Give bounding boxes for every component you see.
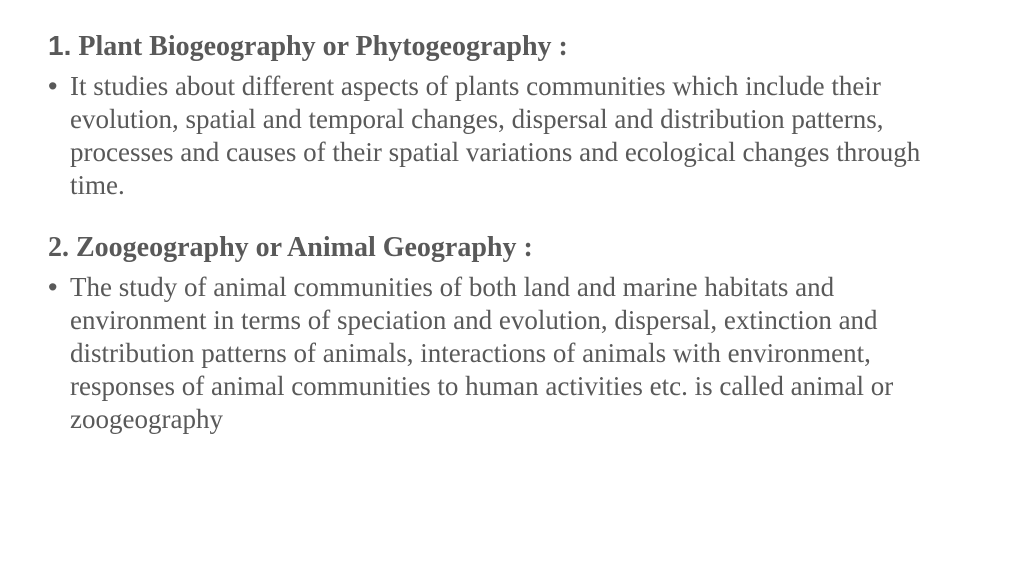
section-1-bullet: • It studies about different aspects of … (48, 70, 976, 202)
section-1-title: Plant Biogeography or Phytogeography : (71, 31, 567, 62)
bullet-icon: • (48, 70, 70, 202)
section-1-heading: 1. Plant Biogeography or Phytogeography … (48, 28, 976, 64)
section-2-bullet-text: The study of animal communities of both … (70, 271, 976, 436)
slide-content: 1. Plant Biogeography or Phytogeography … (0, 0, 1024, 435)
section-1-bullet-text: It studies about different aspects of pl… (70, 70, 976, 202)
section-1-number: 1. (48, 30, 71, 61)
section-2-heading: 2. Zoogeography or Animal Geography : (48, 230, 976, 265)
bullet-icon: • (48, 271, 70, 436)
section-2-number: 2. (48, 232, 76, 263)
section-2-bullet: • The study of animal communities of bot… (48, 271, 976, 436)
section-2-title: Zoogeography or Animal Geography : (76, 232, 533, 263)
